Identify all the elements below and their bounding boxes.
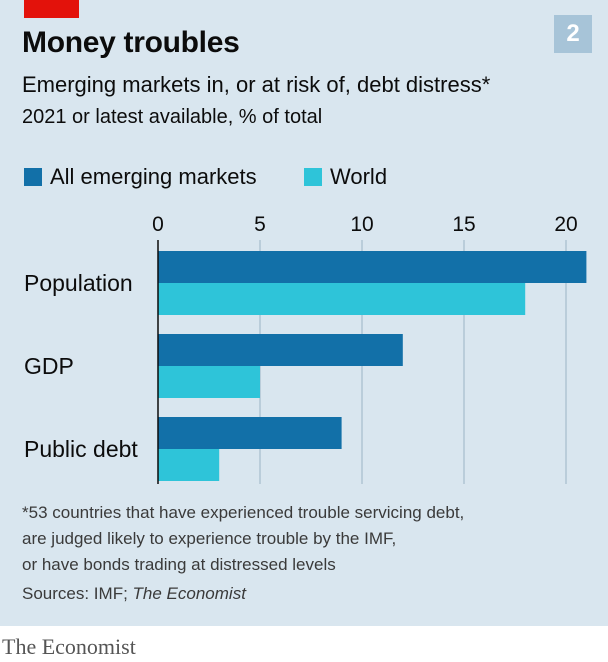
category-label: GDP (24, 353, 74, 379)
brand-wordmark: The Economist (2, 634, 136, 660)
bar (158, 283, 525, 315)
footnote-line: *53 countries that have experienced trou… (22, 500, 464, 526)
x-tick-label: 10 (350, 213, 373, 236)
sources: Sources: IMF; The Economist (22, 584, 246, 604)
x-tick-label: 5 (254, 213, 266, 236)
sources-italic: The Economist (133, 584, 246, 603)
bar (158, 334, 403, 366)
bar (158, 366, 260, 398)
sources-prefix: Sources: IMF; (22, 584, 133, 603)
category-label: Population (24, 270, 133, 296)
x-tick-label: 0 (152, 213, 164, 236)
footnote-line: are judged likely to experience trouble … (22, 526, 464, 552)
footnote: *53 countries that have experienced trou… (22, 500, 464, 578)
chart-panel: Money troubles 2 Emerging markets in, or… (0, 0, 608, 626)
category-label: Public debt (24, 436, 138, 462)
x-tick-label: 20 (554, 213, 577, 236)
footnote-line: or have bonds trading at distressed leve… (22, 552, 464, 578)
bar (158, 417, 342, 449)
x-tick-label: 15 (452, 213, 475, 236)
bar-chart: Population GDP Public debt 0 5 10 15 20 (0, 0, 608, 500)
bar (158, 251, 586, 283)
bar (158, 449, 219, 481)
